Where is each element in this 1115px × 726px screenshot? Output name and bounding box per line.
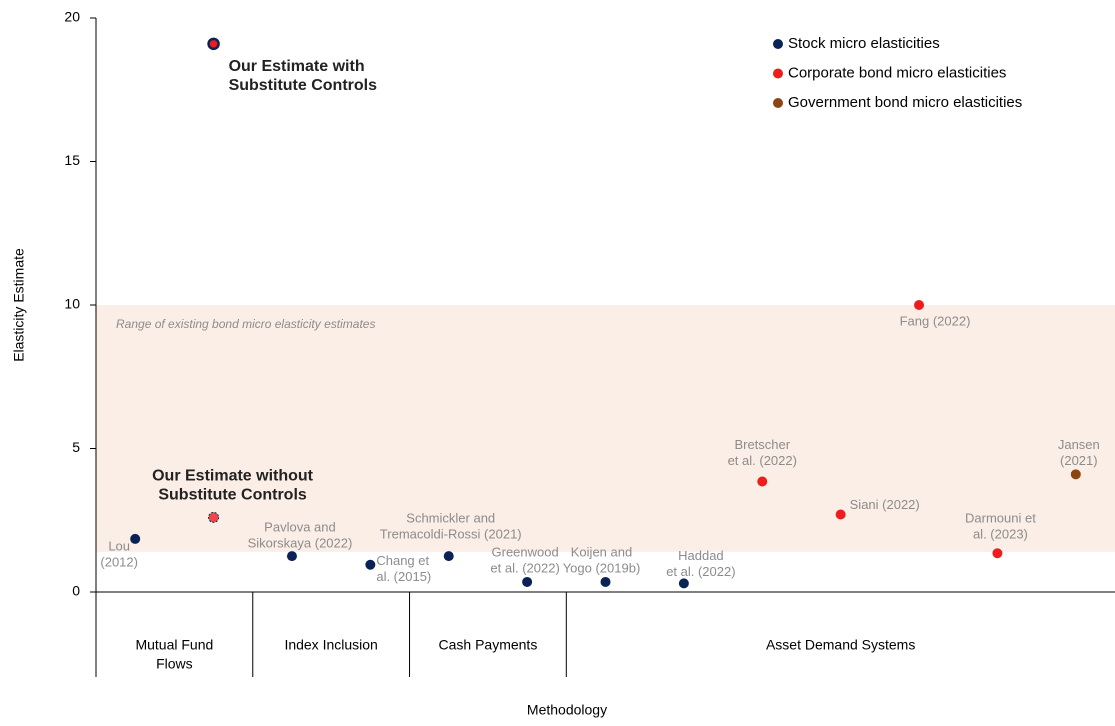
range-band — [96, 305, 1115, 552]
point-label: Lou — [108, 538, 130, 553]
x-axis-label: Methodology — [527, 702, 607, 718]
point-label: Haddad — [678, 548, 724, 563]
band-label: Range of existing bond micro elasticity … — [116, 317, 375, 331]
point — [992, 548, 1003, 559]
point — [757, 476, 768, 487]
legend-marker — [773, 39, 783, 49]
highlight-point — [207, 37, 220, 51]
group-label: Cash Payments — [439, 637, 538, 653]
point — [286, 551, 297, 562]
point — [678, 578, 689, 589]
y-tick-label: 15 — [64, 152, 80, 168]
point-label: (2021) — [1060, 453, 1098, 468]
point-label: Sikorskaya (2022) — [248, 536, 353, 551]
point — [130, 533, 141, 544]
group-label: Mutual Fund — [135, 637, 213, 653]
point-label: et al. (2022) — [728, 453, 797, 468]
point-label: (2012) — [100, 554, 138, 569]
point-label: Tremacoldi-Rossi (2021) — [380, 527, 522, 542]
point — [365, 559, 376, 570]
point-label: al. (2015) — [376, 569, 431, 584]
group-label: Asset Demand Systems — [766, 637, 915, 653]
highlight-point — [208, 511, 220, 523]
point — [835, 509, 846, 520]
legend-marker — [773, 98, 783, 108]
y-tick-label: 10 — [64, 296, 80, 312]
point-label: Bretscher — [734, 437, 790, 452]
y-tick-label: 0 — [72, 583, 80, 599]
group-label: Flows — [156, 656, 193, 672]
point-label: Fang (2022) — [900, 313, 971, 328]
point — [443, 551, 454, 562]
point-label: et al. (2022) — [490, 560, 559, 575]
point — [522, 576, 533, 587]
point-label: al. (2023) — [973, 527, 1028, 542]
highlight-label: Our Estimate with — [229, 58, 365, 75]
point-label: Chang et — [376, 553, 429, 568]
legend-label: Stock micro elasticities — [788, 35, 940, 52]
point — [600, 576, 611, 587]
legend-label: Corporate bond micro elasticities — [788, 64, 1006, 81]
point-label: Siani (2022) — [850, 497, 920, 512]
point-label: Yogo (2019b) — [563, 560, 641, 575]
legend-marker — [773, 68, 783, 79]
y-axis-label: Elasticity Estimate — [11, 248, 27, 362]
point — [1070, 469, 1081, 480]
y-tick-label: 5 — [72, 439, 80, 455]
point-label: Greenwood — [492, 544, 559, 559]
y-tick-label: 20 — [64, 9, 80, 25]
point-label: Pavlova and — [264, 520, 336, 535]
highlight-label: Substitute Controls — [158, 487, 307, 504]
point-label: Schmickler and — [406, 511, 495, 526]
highlight-label: Our Estimate without — [152, 468, 314, 485]
legend-label: Government bond micro elasticities — [788, 94, 1022, 111]
point-label: Darmouni et — [965, 511, 1036, 526]
point — [914, 300, 925, 310]
point-label: Koijen and — [571, 544, 632, 559]
highlight-label: Substitute Controls — [229, 77, 378, 94]
group-label: Index Inclusion — [284, 637, 377, 653]
point-label: Jansen — [1058, 437, 1100, 452]
point-label: et al. (2022) — [666, 564, 735, 579]
